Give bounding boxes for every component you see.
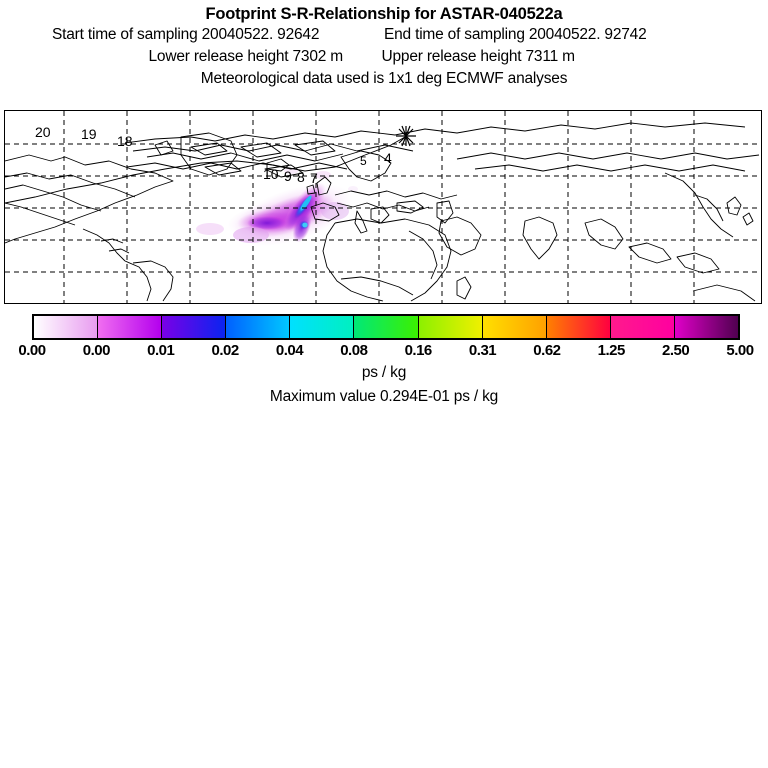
traj-label-18: 18: [117, 133, 133, 149]
lower-release-height-label: Lower release height 7302 m: [148, 48, 344, 65]
colorbar-gradient: [32, 314, 740, 340]
end-time-label: End time of sampling 20040522. 92742: [384, 26, 647, 43]
release-point-star-icon: [396, 125, 416, 147]
trajectory-track: [5, 136, 406, 204]
page-title: Footprint S-R-Relationship for ASTAR-040…: [205, 5, 563, 23]
meteorological-data-label: Meteorological data used is 1x1 deg ECMW…: [200, 70, 568, 87]
colorbar-tick-1: 0.00: [82, 342, 111, 359]
release-height-line: Lower release height 7302 m Upper release…: [0, 46, 768, 68]
colorbar-seg-0-31: [482, 316, 547, 338]
colorbar-seg-0-08: [354, 316, 419, 338]
colorbar-tick-8: 0.62: [533, 342, 561, 359]
footprint-plume: [196, 168, 358, 247]
start-time-label: Start time of sampling 20040522. 92642: [52, 26, 320, 43]
traj-label-20: 20: [35, 124, 51, 140]
colorbar-unit-label: ps / kg: [361, 364, 407, 381]
colorbar-tick-5: 0.08: [340, 342, 368, 359]
traj-label-9: 9: [284, 168, 292, 184]
traj-label-8: 8: [297, 169, 305, 185]
world-map-svg: 20 19 18 10 9 8 7 5 4: [5, 111, 761, 303]
colorbar-seg-0-02: [226, 316, 291, 338]
colorbar-tick-labels: 0.00 0.00 0.01 0.02 0.04 0.08 0.16 0.31 0.62 1.25…: [0, 342, 768, 362]
colorbar-seg-0-001: [98, 316, 163, 338]
colorbar-tick-9: 1.25: [597, 342, 626, 359]
colorbar-seg-0-62: [546, 316, 611, 338]
trajectory-day-labels: 20 19 18 10 9 8 7 5 4: [35, 124, 392, 186]
colorbar-seg-0-16: [418, 316, 483, 338]
traj-label-5: 5: [360, 154, 367, 168]
colorbar-seg-0-01: [162, 316, 227, 338]
colorbar-seg-2-50: [674, 316, 739, 338]
maximum-value-label: Maximum value 0.294E-01 ps / kg: [269, 388, 499, 405]
colorbar-seg-0-000: [34, 316, 99, 338]
colorbar-seg-0-04: [290, 316, 355, 338]
map-gridlines: [5, 111, 761, 303]
colorbar-tick-7: 0.31: [468, 342, 497, 359]
colorbar-seg-1-25: [610, 316, 675, 338]
colorbar-tick-10: 2.50: [662, 342, 690, 359]
traj-label-4: 4: [384, 150, 392, 166]
map-plot-panel: 20 19 18 10 9 8 7 5 4: [4, 110, 762, 304]
colorbar-tick-2: 0.01: [147, 342, 175, 359]
sampling-time-line: Start time of sampling 20040522. 92642 En…: [0, 24, 768, 46]
traj-label-7: 7: [310, 170, 318, 186]
traj-label-19: 19: [81, 126, 97, 142]
colorbar-tick-0: 0.00: [18, 342, 46, 359]
colorbar-tick-11: 5.00: [726, 342, 754, 359]
header-block: Footprint S-R-Relationship for ASTAR-040…: [0, 0, 768, 90]
colorbar-tick-3: 0.02: [211, 342, 239, 359]
colorbar-tick-4: 0.04: [275, 342, 304, 359]
upper-release-height-label: Upper release height 7311 m: [381, 48, 576, 65]
traj-label-10: 10: [263, 166, 279, 182]
colorbar-tick-6: 0.16: [404, 342, 433, 359]
